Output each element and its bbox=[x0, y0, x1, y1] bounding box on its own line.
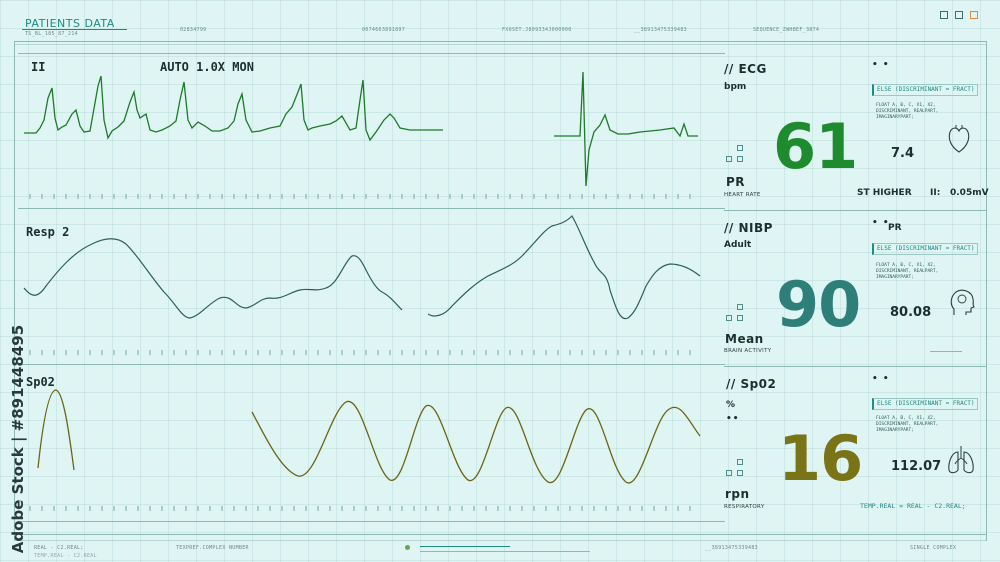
nibp-panel-title: // NIBP bbox=[724, 221, 773, 235]
ecg-float-text: FLOAT A, B, C, X1, X2, DISCRIMINANT, REA… bbox=[876, 103, 939, 120]
waveform-top-border bbox=[18, 53, 725, 54]
spo2-indicator-dots: • • bbox=[872, 374, 890, 384]
nibp-slider-line bbox=[930, 351, 962, 352]
spo2-unit-dots: •• bbox=[726, 414, 740, 424]
nibp-float-text: FLOAT A, B, C, X1, X2, DISCRIMINANT, REA… bbox=[876, 263, 939, 280]
footer-label-4: SINGLE COMPLEX bbox=[910, 545, 957, 551]
spo2-waveform-2 bbox=[251, 401, 701, 484]
ecg-square-1 bbox=[737, 145, 743, 151]
header-code-4: __38913475339483 bbox=[634, 27, 687, 33]
header-divider bbox=[14, 41, 986, 42]
ecg-else-box: ELSE (DISCRIMINANT = FRACT) bbox=[872, 84, 978, 96]
resp-spo2-divider bbox=[18, 364, 725, 365]
lungs-icon bbox=[948, 446, 974, 474]
title-underline bbox=[22, 29, 127, 30]
window-icon-2[interactable] bbox=[955, 11, 963, 19]
footer-bar-2 bbox=[420, 551, 590, 552]
window-icon-3[interactable] bbox=[970, 11, 978, 19]
nibp-pr-label: PR bbox=[888, 223, 902, 233]
spo2-else-box: ELSE (DISCRIMINANT = FRACT) bbox=[872, 398, 978, 410]
left-frame bbox=[14, 41, 15, 541]
spo2-bottom-label: rpn bbox=[725, 487, 750, 501]
waveform-bottom-border bbox=[18, 521, 725, 522]
ecg-indicator-dots: • • bbox=[872, 60, 890, 70]
nibp-unit: Adult bbox=[724, 240, 752, 250]
spo2-square-3 bbox=[726, 470, 732, 476]
ecg-heart-rate-value: 61 bbox=[773, 110, 858, 183]
brain-icon bbox=[950, 289, 975, 315]
footer-label-2: TEXPREF.COMPLEX NUMBER bbox=[176, 545, 249, 551]
ecg-panel-title: // ECG bbox=[724, 62, 767, 76]
header-subtitle: TS_BL_185_87_214 bbox=[25, 31, 78, 37]
nibp-bottom-label: Mean bbox=[725, 332, 764, 346]
resp-waveform bbox=[23, 238, 403, 319]
spo2-tick-row bbox=[29, 506, 691, 511]
footer-divider-2 bbox=[14, 540, 986, 541]
heart-icon bbox=[948, 125, 970, 153]
ecg-tick-row bbox=[29, 194, 691, 199]
ecg-waveform bbox=[24, 75, 443, 142]
ecg-waveform-2 bbox=[554, 71, 698, 187]
footer-label-3: __38913475339483 bbox=[705, 545, 758, 551]
spo2-wave-label: Sp02 bbox=[26, 375, 55, 389]
footer-bar-1 bbox=[420, 546, 510, 547]
nibp-side-value: 80.08 bbox=[890, 305, 932, 320]
ecg-side-value: 7.4 bbox=[891, 146, 915, 161]
resp-wave-label: Resp 2 bbox=[26, 225, 70, 239]
header-code-5: SEQUENCE_ZWHBEF_3874 bbox=[753, 27, 820, 33]
nibp-else-box: ELSE (DISCRIMINANT = FRACT) bbox=[872, 243, 978, 255]
right-frame bbox=[986, 41, 987, 541]
footer-label-1: TEMP.REAL - C2.REAL bbox=[34, 553, 97, 559]
resp-waveform-2 bbox=[427, 215, 701, 320]
ecg-bottom-sub: HEART RATE bbox=[724, 192, 761, 198]
ecg-mode-label: AUTO 1.0X MON bbox=[160, 60, 254, 74]
footer-divider bbox=[14, 534, 986, 535]
watermark: Adobe Stock | #891448495 bbox=[8, 320, 28, 560]
ecg-resp-divider bbox=[18, 208, 725, 209]
spo2-side-value: 112.07 bbox=[891, 459, 942, 474]
spo2-float-text: FLOAT A, B, C, X1, X2, DISCRIMINANT, REA… bbox=[876, 416, 939, 433]
header-divider-2 bbox=[14, 44, 986, 45]
st-value: 0.05mV bbox=[950, 188, 989, 198]
nibp-bottom-sub: BRAIN ACTIVITY bbox=[724, 348, 772, 354]
ecg-square-3 bbox=[726, 156, 732, 162]
watermark-text: Adobe Stock | #891448495 bbox=[9, 324, 27, 554]
ecg-square-2 bbox=[737, 156, 743, 162]
header-code-2: 0074663891897 bbox=[362, 27, 406, 33]
temp-text: TEMP.REAL = REAL - C2.REAL; bbox=[860, 502, 966, 510]
nibp-square-1 bbox=[737, 304, 743, 310]
st-higher-label: ST HIGHER bbox=[857, 188, 912, 198]
footer-left-text: REAL - C2.REAL; bbox=[34, 545, 84, 551]
st-lead-label: II: bbox=[930, 188, 941, 198]
window-icon-1[interactable] bbox=[940, 11, 948, 19]
nibp-indicator-dots: • • bbox=[872, 218, 890, 228]
spo2-panel-title: // Sp02 bbox=[726, 377, 777, 391]
spo2-waveform bbox=[37, 389, 75, 471]
spo2-unit: % bbox=[726, 400, 736, 410]
footer-status-dot bbox=[405, 545, 410, 550]
header-code-1: 02834799 bbox=[180, 27, 207, 33]
header-code-3: FX0SET.J809334J000000 bbox=[502, 27, 572, 33]
ecg-bottom-label: PR bbox=[726, 175, 746, 189]
page-title: PATIENTS DATA bbox=[25, 17, 115, 30]
ecg-unit: bpm bbox=[724, 82, 747, 92]
spo2-square-2 bbox=[737, 470, 743, 476]
nibp-value: 90 bbox=[776, 268, 861, 341]
panel-divider-2 bbox=[724, 366, 986, 367]
spo2-square-1 bbox=[737, 459, 743, 465]
panel-divider-1 bbox=[724, 210, 986, 211]
nibp-square-2 bbox=[737, 315, 743, 321]
nibp-square-3 bbox=[726, 315, 732, 321]
spo2-value: 16 bbox=[778, 422, 863, 495]
spo2-bottom-sub: RESPIRATORY bbox=[724, 504, 765, 510]
ecg-lead-label: II bbox=[31, 60, 46, 74]
resp-tick-row bbox=[29, 350, 691, 355]
